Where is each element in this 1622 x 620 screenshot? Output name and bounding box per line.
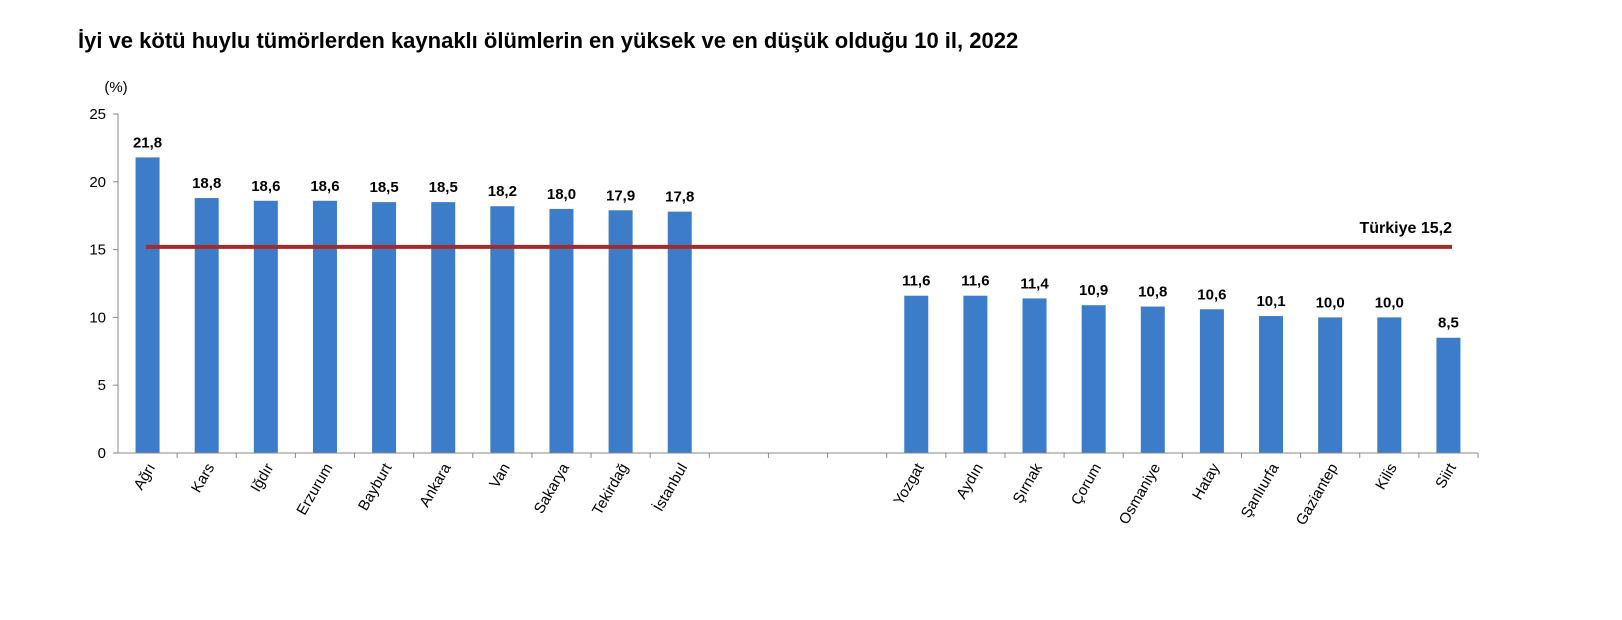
- data-label: 11,6: [961, 273, 989, 290]
- bar: [549, 208, 574, 453]
- x-tick-label: Kars: [188, 461, 218, 496]
- bar: [1140, 306, 1165, 453]
- x-tick-label: Çorum: [1068, 461, 1105, 508]
- x-tick-label: Ağrı: [131, 461, 159, 493]
- x-tick-label: Erzurum: [293, 461, 336, 519]
- data-label: 18,6: [310, 178, 339, 195]
- x-tick-label: Siirt: [1432, 460, 1460, 492]
- data-label: 10,0: [1375, 294, 1404, 311]
- x-tick-label: Yozgat: [890, 460, 928, 508]
- data-label: 17,9: [606, 187, 635, 204]
- bar: [312, 200, 337, 453]
- data-label: 18,2: [488, 183, 517, 200]
- x-tick-label: Sakarya: [531, 460, 574, 517]
- bar: [372, 202, 397, 453]
- y-tick-label: 15: [89, 242, 106, 259]
- bar: [1199, 309, 1224, 453]
- data-label: 18,8: [192, 175, 221, 192]
- y-tick-label: 0: [98, 445, 106, 462]
- data-label: 10,0: [1316, 294, 1345, 311]
- data-label: 17,8: [665, 189, 694, 206]
- x-tick-label: Tekirdağ: [589, 461, 632, 519]
- x-tick-label: Van: [486, 461, 514, 492]
- x-tick-label: Hatay: [1189, 460, 1224, 503]
- bar: [608, 210, 633, 453]
- x-tick-label: Gaziantep: [1293, 461, 1342, 529]
- data-label: 21,8: [133, 134, 162, 151]
- data-label: 10,6: [1197, 286, 1226, 303]
- x-tick-label: Iğdır: [248, 460, 278, 494]
- bar: [1259, 316, 1284, 453]
- data-label: 10,9: [1079, 282, 1108, 299]
- bar: [1436, 337, 1461, 453]
- x-tick-label: Şanlıurfa: [1238, 460, 1283, 521]
- bar: [1377, 317, 1402, 453]
- bar: [904, 295, 929, 453]
- data-label: 10,1: [1256, 293, 1285, 310]
- bar: [135, 157, 160, 453]
- data-label: 11,4: [1020, 275, 1049, 292]
- x-tick-label: Kilis: [1372, 461, 1400, 493]
- y-tick-label: 5: [98, 377, 106, 394]
- bar: [667, 211, 692, 453]
- y-tick-label: 20: [89, 174, 106, 191]
- bar: [963, 295, 988, 453]
- data-label: 18,0: [547, 186, 576, 203]
- data-label: 11,6: [902, 273, 930, 290]
- reference-line-label: Türkiye 15,2: [1360, 220, 1453, 237]
- data-label: 18,5: [429, 179, 458, 196]
- bar: [1022, 298, 1047, 453]
- data-label: 18,5: [369, 179, 398, 196]
- bar: [490, 206, 515, 453]
- bar: [431, 202, 456, 453]
- data-label: 10,8: [1138, 284, 1167, 301]
- x-tick-label: İstanbul: [649, 460, 691, 515]
- x-tick-label: Bayburt: [355, 460, 396, 514]
- x-tick-label: Şırnak: [1010, 460, 1047, 506]
- bar: [1081, 305, 1106, 453]
- y-axis-label: (%): [104, 79, 127, 96]
- bar: [194, 198, 219, 453]
- data-label: 8,5: [1438, 315, 1459, 332]
- bar: [253, 200, 278, 453]
- x-tick-label: Ankara: [416, 460, 455, 510]
- y-tick-label: 10: [89, 309, 106, 326]
- x-tick-label: Osmaniye: [1116, 461, 1164, 528]
- y-tick-label: 25: [89, 106, 106, 123]
- bar: [1318, 317, 1343, 453]
- chart-title: İyi ve kötü huylu tümörlerden kaynaklı ö…: [78, 28, 1019, 53]
- data-label: 18,6: [251, 178, 280, 195]
- x-tick-label: Aydın: [953, 461, 987, 502]
